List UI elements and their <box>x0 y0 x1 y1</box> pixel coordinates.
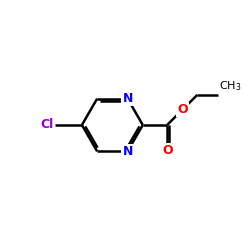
Text: N: N <box>122 92 133 105</box>
Text: O: O <box>177 103 188 116</box>
Text: N: N <box>122 145 133 158</box>
Text: O: O <box>162 144 173 158</box>
Text: CH$_3$: CH$_3$ <box>219 79 242 93</box>
Text: Cl: Cl <box>41 118 54 132</box>
